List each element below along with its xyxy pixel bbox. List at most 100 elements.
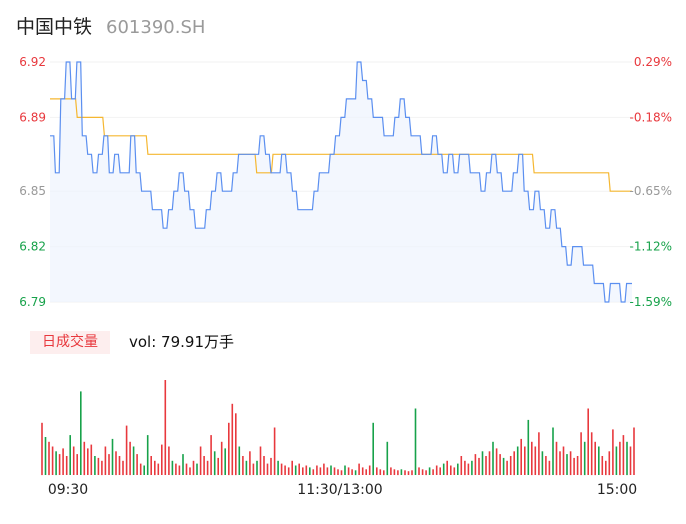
volume-bar (633, 427, 635, 475)
volume-bar (541, 451, 544, 476)
volume-bar (224, 448, 226, 475)
volume-bar (245, 460, 248, 476)
volume-bar (196, 463, 198, 475)
volume-bar (132, 446, 135, 475)
volume-bar (270, 457, 272, 475)
volume-readout: vol: 79.91万手 (129, 333, 234, 351)
volume-bar (446, 460, 448, 476)
volume-bar (509, 456, 512, 475)
volume-bar (358, 463, 360, 475)
volume-bar (590, 432, 593, 476)
volume-bar (407, 471, 410, 475)
volume-bar (376, 467, 378, 475)
volume-bar (488, 451, 491, 476)
volume-bar (316, 465, 318, 475)
volume-bar (485, 456, 487, 475)
volume-bar (129, 441, 131, 476)
percent-tick-label: -1.12% (630, 240, 672, 254)
volume-bar (55, 451, 57, 476)
volume-bar (573, 457, 575, 475)
volume-bar (115, 451, 117, 476)
volume-bar (76, 454, 78, 475)
volume-bar (428, 467, 431, 475)
volume-bar (125, 425, 128, 475)
volume-bar (319, 467, 322, 475)
volume-bar (210, 435, 212, 475)
volume-bar (545, 456, 547, 475)
volume-bar (263, 456, 265, 475)
volume-bar (62, 448, 64, 475)
volume-bar (72, 446, 75, 475)
volume-bar (527, 419, 530, 475)
volume-bar (464, 460, 466, 476)
volume-bar (425, 470, 427, 476)
volume-bar (432, 469, 434, 475)
volume-bar (594, 441, 596, 476)
time-axis-labels: 09:30 11:30/13:00 15:00 (48, 482, 637, 498)
volume-bar (524, 446, 526, 475)
volume-bar (171, 460, 174, 476)
volume-bar (351, 469, 353, 475)
volume-bar (111, 438, 114, 475)
volume-bar (136, 454, 138, 475)
volume-bar (213, 451, 216, 476)
volume-bar (587, 408, 589, 475)
volume-bar (559, 451, 561, 476)
volume-bar (340, 470, 343, 476)
percent-tick-label: 0.29% (634, 55, 672, 69)
price-tick-label: 6.92 (19, 55, 46, 69)
volume-bar (199, 446, 202, 475)
volume-bar (337, 469, 339, 475)
volume-bar (421, 469, 424, 475)
volume-bar (168, 446, 170, 475)
volume-bar (150, 456, 152, 475)
volume-bar (471, 460, 473, 476)
volume-bar (51, 446, 54, 475)
volume-bar (344, 465, 346, 475)
volume-bar (175, 463, 177, 475)
volume-bar (372, 422, 374, 476)
volume-bar (439, 467, 441, 475)
volume-bar (146, 435, 149, 475)
volume-bar (601, 456, 604, 475)
stock-header: 中国中铁 601390.SH (16, 12, 205, 40)
price-axis-labels: 6.92 6.89 6.85 6.82 6.79 (19, 55, 46, 309)
volume-bar (44, 437, 47, 475)
volume-bar (302, 467, 304, 475)
volume-bar (383, 470, 385, 476)
time-tick-label: 15:00 (597, 482, 637, 498)
stock-code: 601390.SH (106, 17, 206, 38)
volume-bar (189, 467, 191, 475)
volume-bar (231, 403, 234, 476)
volume-bar (178, 465, 181, 475)
volume-bar (242, 456, 244, 475)
volume-bar (305, 465, 308, 475)
volume-bar (365, 469, 367, 475)
price-tick-label: 6.89 (19, 110, 46, 124)
volume-bar (531, 441, 533, 476)
volume-bar (97, 457, 100, 475)
volume-bar (284, 465, 286, 475)
volume-tab[interactable]: 日成交量 (30, 331, 110, 354)
volume-bar (87, 448, 89, 475)
volume-bar (361, 467, 364, 475)
volume-bar (626, 441, 628, 476)
volume-bar (65, 456, 68, 475)
volume-bar (154, 460, 156, 476)
volume-bar (287, 467, 290, 475)
volume-bar (548, 460, 551, 476)
volume-bar (164, 380, 167, 475)
volume-bar (273, 427, 276, 475)
stock-name: 中国中铁 (16, 16, 93, 38)
volume-bar (442, 463, 445, 475)
percent-tick-label: -0.18% (630, 110, 672, 124)
volume-bar (235, 413, 237, 476)
volume-bar (555, 441, 558, 476)
volume-bar (506, 460, 508, 476)
volume-bar (576, 456, 579, 475)
volume-bar (330, 465, 332, 475)
volume-bar (220, 441, 223, 476)
volume-bar (280, 463, 283, 475)
volume-bar (185, 463, 188, 475)
volume-bar (397, 470, 399, 476)
